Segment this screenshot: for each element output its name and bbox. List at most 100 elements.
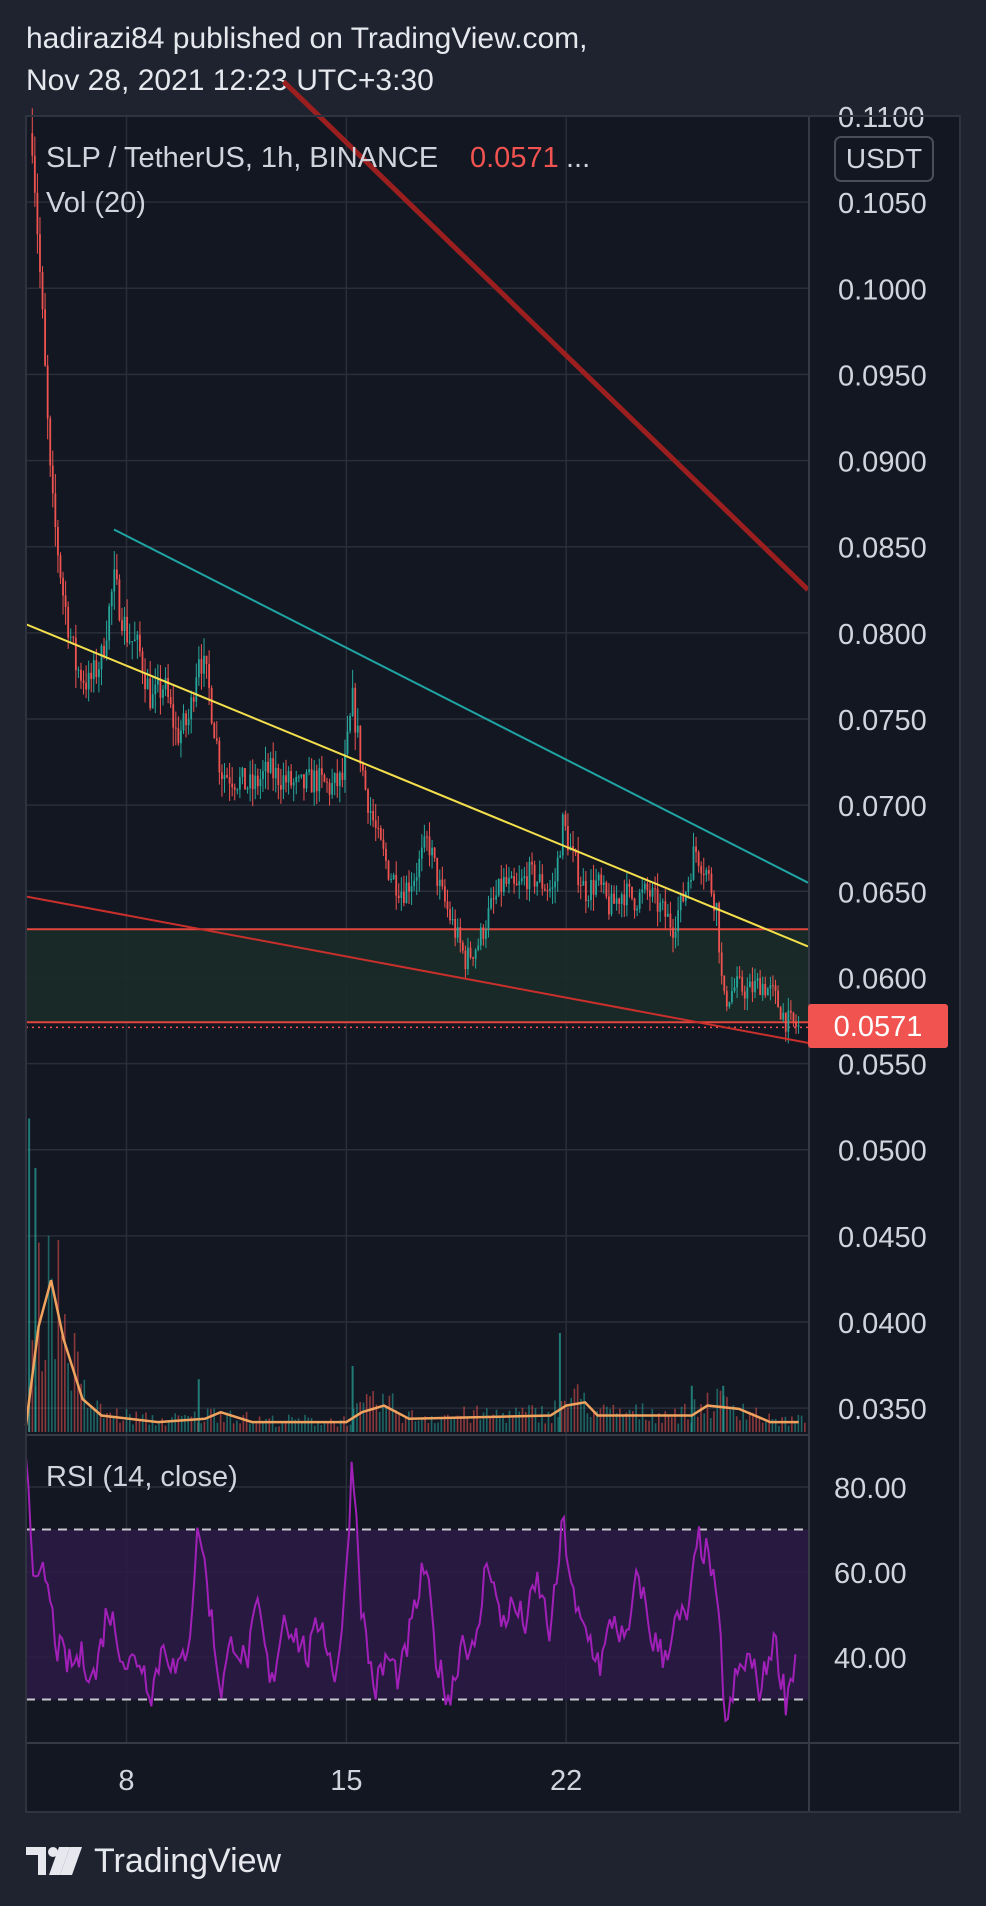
rsi-band-fill [26,1529,808,1700]
candle-body [226,775,228,778]
volume-bar [677,1423,680,1432]
candle-body [223,775,226,780]
volume-bar [47,1235,50,1432]
volume-bar [742,1403,744,1432]
candle-body [295,776,298,783]
volume-bar [469,1422,472,1432]
candle-body [764,983,767,996]
volume-bar [352,1408,355,1432]
candle-body [103,645,105,657]
candle-body [82,680,85,683]
candle-body [692,846,695,880]
candle-body [205,655,208,665]
volume-bars [24,1118,806,1432]
volume-bar [622,1416,624,1432]
volume-bar [638,1419,641,1432]
axis-labels: 0.1100 0.1050 0.1000 0.0950 0.0900 0.0850 0.08… [118,102,926,1797]
candle-body [346,731,349,754]
price-tick-label: 0.0650 [838,877,927,909]
candle-body [502,876,505,893]
brand-footer[interactable]: TradingView [26,1838,281,1884]
volume-bar [112,1416,115,1432]
candle-body [620,894,623,904]
volume-bar [317,1421,319,1432]
volume-legend[interactable]: Vol (20) [46,187,146,219]
volume-bar [661,1422,663,1432]
candle-body [674,931,677,938]
candle-body [87,672,90,690]
volume-bar [391,1393,394,1432]
candle-body [789,1010,792,1013]
candle-body [695,846,697,853]
candle-body [249,774,252,788]
trend-line [25,623,809,948]
volume-bar [265,1418,267,1432]
currency-button-label: USDT [846,143,922,174]
volume-bar [64,1314,66,1432]
volume-bar [109,1412,112,1432]
rsi-legend[interactable]: RSI (14, close) [46,1461,238,1493]
candle-body [156,678,159,685]
candle-body [672,927,674,938]
candle-body [177,728,180,744]
volume-bar [119,1422,121,1432]
candle-body [515,883,518,886]
candle-body [185,713,187,726]
main-pane-bg[interactable] [26,116,808,1434]
price-badge-label: 0.0571 [834,1011,923,1043]
candle-body [264,761,267,772]
candle-body [743,991,746,999]
candle-body [495,895,498,900]
trend-lines[interactable] [25,79,810,1044]
price-tick-label: 0.0450 [838,1222,927,1254]
volume-bar [447,1414,449,1432]
volume-bar [54,1359,56,1432]
candle-body [728,1002,731,1007]
candle-body [128,641,131,643]
volume-bar [700,1404,702,1432]
candle-body [192,697,195,702]
volume-bar [758,1418,761,1432]
publish-date: Nov 28, 2021 12:23 UTC+3:30 [26,64,434,97]
volume-bar [275,1427,277,1432]
candle-body [336,773,339,787]
candle-body [772,985,774,987]
candle-body [256,775,259,787]
price-axis-bg[interactable] [810,116,960,1742]
volume-bar [239,1423,241,1432]
volume-bar [492,1414,495,1432]
candle-body [180,730,182,744]
volume-bar [606,1406,608,1432]
candle-body [131,641,134,643]
candle-body [121,620,123,631]
candle-body [428,836,431,856]
volume-bar [628,1409,631,1432]
candle-body [139,634,141,652]
volume-bar [508,1410,511,1432]
volume-bar [518,1411,521,1432]
candle-body [108,606,111,641]
volume-bar [547,1411,550,1432]
candle-body [531,861,533,865]
volume-bar [453,1416,456,1432]
candle-body [748,981,751,988]
candle-body [344,753,346,780]
volume-bar [430,1416,433,1432]
candle-body [426,836,428,838]
volume-bar [255,1423,258,1432]
currency-button[interactable] [834,136,934,182]
candle-body [215,738,218,741]
volume-bar [654,1423,657,1432]
volume-bar [456,1415,459,1432]
candle-body [710,873,713,894]
candles [31,108,800,1044]
volume-bar [93,1408,95,1432]
candle-body [505,876,508,884]
symbol-legend[interactable]: SLP / TetherUS, 1h, BINANCE [46,142,438,174]
candle-body [333,773,336,784]
volume-bar [190,1416,193,1432]
volume-bar [502,1412,504,1432]
volume-bar [748,1411,751,1432]
volume-bar [541,1406,543,1432]
